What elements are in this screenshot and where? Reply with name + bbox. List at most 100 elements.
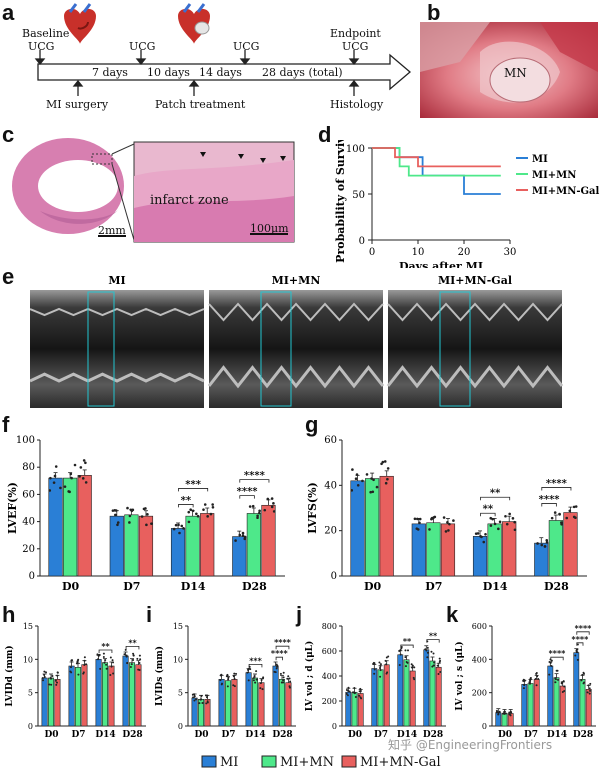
- significance-bracket: [239, 495, 255, 499]
- bar-mi: [122, 655, 129, 727]
- y-axis-title: LVFS(%): [306, 482, 319, 534]
- data-point: [189, 508, 192, 511]
- data-point: [550, 665, 553, 668]
- data-point: [84, 461, 87, 465]
- data-point: [356, 483, 360, 487]
- data-point: [385, 656, 388, 659]
- bar-mi-mn: [377, 669, 384, 727]
- data-point: [535, 672, 538, 675]
- significance-label: **: [128, 637, 137, 647]
- timeline-bottom-label: Histology: [330, 98, 384, 111]
- data-point: [361, 479, 364, 483]
- data-point: [128, 521, 131, 524]
- y-tick-label: 20: [324, 526, 337, 537]
- data-point: [69, 670, 72, 673]
- data-point: [493, 522, 497, 526]
- data-point: [52, 481, 56, 484]
- data-point: [548, 661, 551, 664]
- data-point: [105, 667, 108, 670]
- data-point: [373, 668, 376, 671]
- data-point: [498, 520, 502, 524]
- data-point: [572, 505, 576, 509]
- data-point: [43, 675, 46, 678]
- data-point: [45, 671, 48, 674]
- bar-mi: [48, 477, 63, 577]
- category-label: D28: [544, 580, 569, 593]
- y-tick-label: 10: [173, 655, 183, 664]
- data-point: [576, 643, 579, 646]
- y-tick-label: 40: [22, 517, 35, 528]
- timeline-day-label: 7 days: [92, 66, 128, 79]
- data-point: [345, 692, 348, 695]
- significance-bracket: [550, 656, 564, 661]
- data-point: [348, 690, 351, 693]
- data-point: [249, 668, 252, 671]
- data-point: [474, 532, 478, 535]
- panel-label-e: e: [2, 264, 15, 289]
- data-point: [529, 677, 532, 680]
- significance-bracket: [541, 487, 572, 491]
- data-point: [233, 685, 236, 688]
- category-label: D14: [95, 730, 115, 740]
- x-tick-label: 30: [504, 247, 517, 258]
- significance-label: ****: [539, 494, 561, 505]
- bar-mi: [534, 542, 549, 577]
- photo-mn-label: MN: [504, 66, 527, 80]
- significance-label: **: [101, 641, 110, 651]
- data-point: [84, 481, 88, 484]
- significance-label: ****: [549, 648, 567, 658]
- bar-mi-mn-gal: [379, 475, 394, 577]
- panel-label-f: f: [2, 412, 10, 437]
- data-point: [560, 523, 563, 526]
- data-point: [260, 679, 263, 682]
- data-point: [42, 679, 45, 682]
- data-point: [426, 656, 429, 659]
- x-tick-label: 10: [412, 247, 425, 258]
- data-point: [379, 675, 382, 678]
- bar-mi-mn: [429, 660, 436, 727]
- y-tick-label: 0: [482, 722, 487, 731]
- data-point: [505, 522, 509, 526]
- data-point: [563, 690, 566, 693]
- data-point: [354, 695, 357, 698]
- bar-mi: [41, 677, 48, 727]
- significance-bracket: [125, 646, 140, 650]
- data-point: [565, 516, 569, 520]
- data-point: [266, 497, 270, 501]
- significance-label: ****: [244, 471, 266, 482]
- data-point: [431, 665, 434, 668]
- data-point: [439, 659, 442, 662]
- bar-mi: [109, 515, 124, 577]
- data-point: [286, 677, 289, 680]
- panel-label-i: i: [146, 602, 153, 627]
- data-point: [138, 654, 141, 657]
- y-tick-label: 60: [324, 435, 337, 446]
- y-tick-label: 60: [22, 489, 35, 500]
- data-point: [398, 663, 401, 666]
- data-point: [522, 687, 525, 690]
- data-point: [248, 505, 252, 508]
- data-point: [437, 673, 440, 676]
- category-label: D0: [364, 580, 382, 593]
- data-point: [199, 698, 202, 701]
- category-label: D7: [524, 730, 538, 740]
- data-point: [528, 682, 531, 685]
- data-point: [76, 660, 79, 663]
- y-axis-title: LVEF(%): [6, 482, 19, 534]
- category-label: D0: [194, 730, 208, 740]
- data-point: [206, 515, 209, 518]
- category-label: D14: [547, 730, 567, 740]
- scale-bar-left: 2mm: [98, 224, 126, 237]
- data-point: [136, 657, 139, 660]
- data-point: [412, 676, 415, 679]
- timeline-day-label: 28 days (total): [262, 66, 343, 79]
- legend-label: MI+MN-Gal: [360, 755, 441, 770]
- bar-mi-mn: [128, 662, 136, 727]
- data-point: [123, 653, 126, 656]
- category-label: D0: [498, 730, 512, 740]
- panel-label-c: c: [2, 122, 15, 147]
- echo-wall-trace: [207, 365, 385, 389]
- significance-bracket: [480, 496, 511, 501]
